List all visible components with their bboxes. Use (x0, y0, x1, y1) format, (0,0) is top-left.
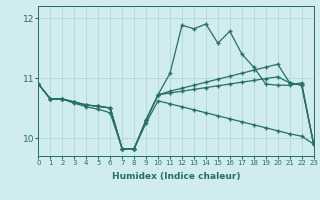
X-axis label: Humidex (Indice chaleur): Humidex (Indice chaleur) (112, 172, 240, 181)
